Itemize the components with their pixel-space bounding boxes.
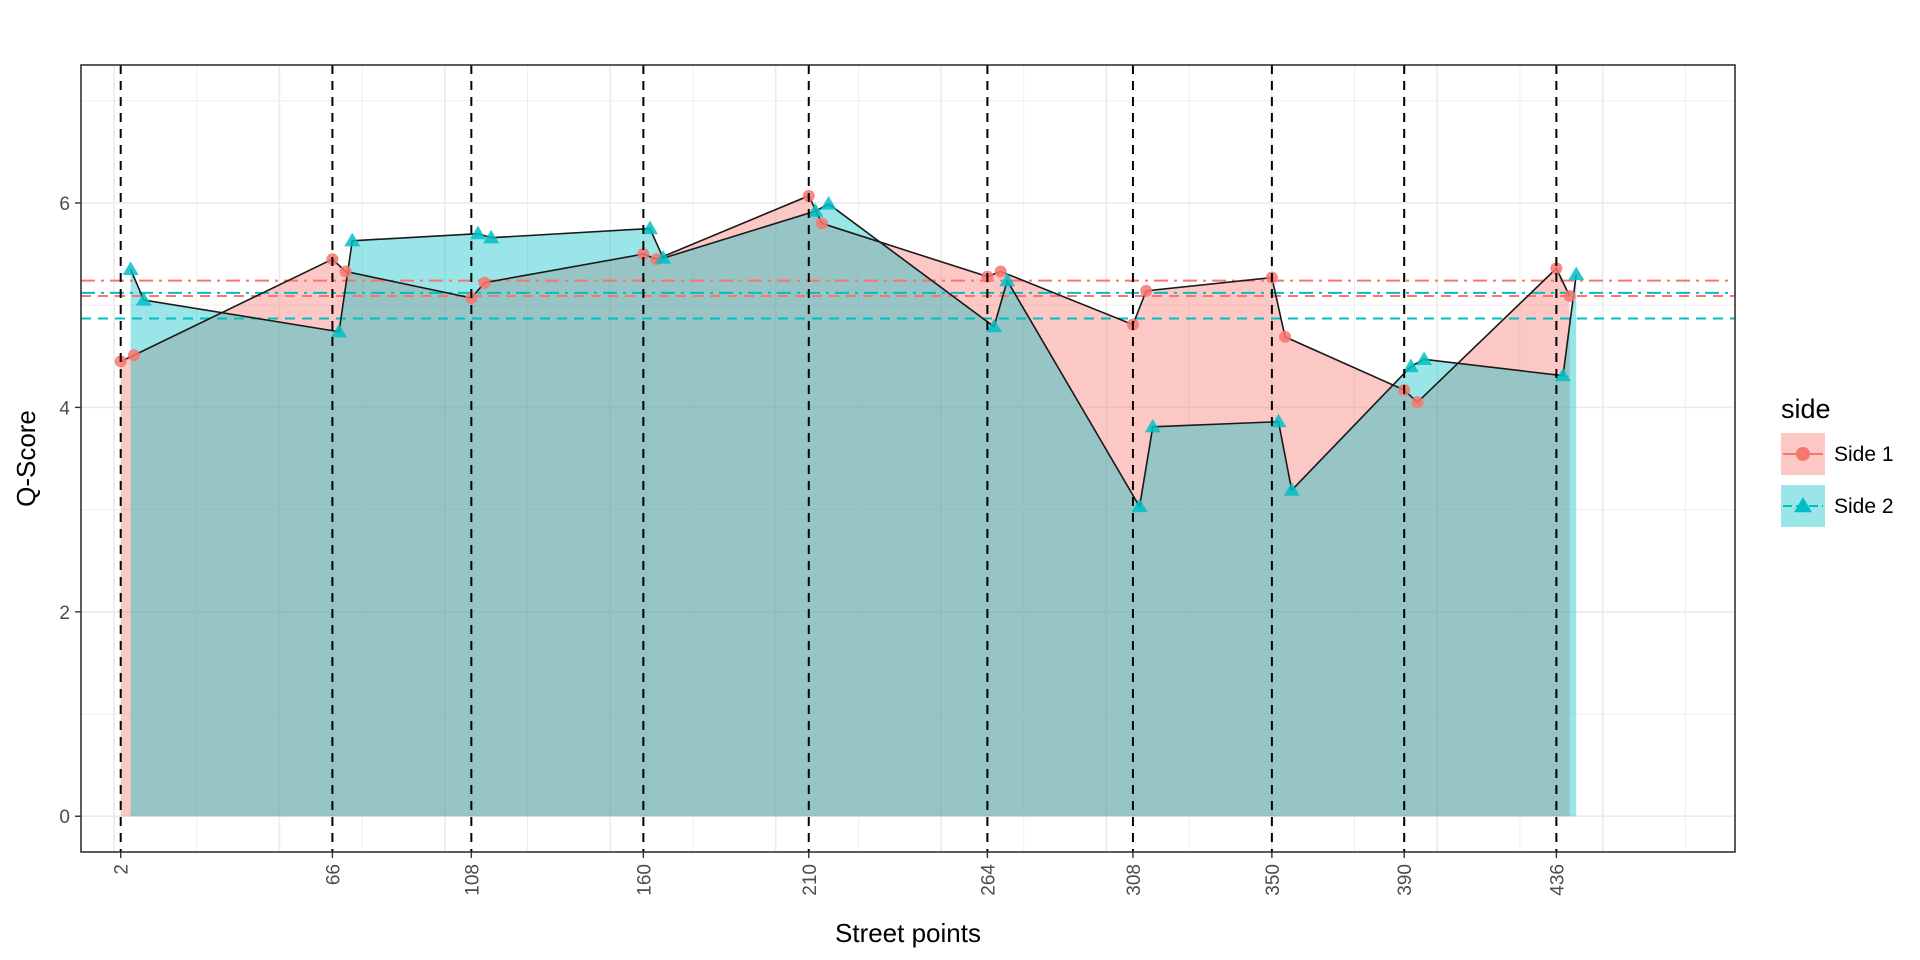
point-series-1 xyxy=(478,276,491,289)
vertical-lines xyxy=(119,65,1558,852)
point-series-1 xyxy=(1550,262,1563,275)
axes: 0 2 4 6 2 66 108 160 210 264 308 350 390 436 xyxy=(59,194,1568,896)
point-series-2 xyxy=(1554,367,1571,382)
y-tick-label-6: 6 xyxy=(59,194,70,215)
point-series-2 xyxy=(135,292,152,306)
point-series-2 xyxy=(331,323,348,338)
legend: side Side 1 Side 2 xyxy=(1781,394,1894,527)
x-tick-label-2: 2 xyxy=(112,864,133,875)
x-tick-label-210: 210 xyxy=(800,864,821,896)
x-tick-label-66: 66 xyxy=(323,864,344,885)
point-series-1 xyxy=(815,217,828,230)
legend-label-1: Side 1 xyxy=(1834,443,1894,466)
y-axis-title: Q-Score xyxy=(11,410,41,507)
point-series-2 xyxy=(1283,482,1300,496)
y-tick-label-4: 4 xyxy=(59,398,70,419)
area-layer xyxy=(120,195,1577,817)
reference-lines xyxy=(81,279,1735,320)
area-series-2 xyxy=(130,204,1577,817)
point-series-2 xyxy=(655,250,672,264)
point-series-1 xyxy=(1411,396,1424,409)
point-series-2 xyxy=(1402,358,1419,373)
x-tick-label-350: 350 xyxy=(1263,864,1284,896)
legend-label-2: Side 2 xyxy=(1834,495,1894,518)
point-series-1 xyxy=(1279,330,1292,343)
line-series-1 xyxy=(120,194,1571,404)
panel-border xyxy=(80,64,1736,853)
legend-title: side xyxy=(1781,394,1831,424)
point-series-2 xyxy=(999,272,1016,287)
point-series-1 xyxy=(465,292,478,305)
point-series-1 xyxy=(339,265,352,278)
point-series-1 xyxy=(1140,284,1153,297)
area-series-1 xyxy=(120,195,1570,817)
y-tick-label-2: 2 xyxy=(59,603,70,624)
point-series-2 xyxy=(641,220,658,235)
point-series-1 xyxy=(637,248,650,261)
point-series-2 xyxy=(1568,266,1585,281)
line-series-2 xyxy=(129,203,1578,509)
point-series-2 xyxy=(122,261,139,276)
series-lines xyxy=(120,194,1578,509)
point-series-2 xyxy=(1131,498,1148,513)
point-series-2 xyxy=(344,232,361,247)
legend-key-marker-2 xyxy=(1794,497,1812,513)
x-tick-label-308: 308 xyxy=(1124,864,1145,896)
point-series-2 xyxy=(820,196,837,210)
x-tick-label-108: 108 xyxy=(462,864,483,896)
x-tick-label-390: 390 xyxy=(1395,864,1416,896)
x-tick-label-264: 264 xyxy=(978,864,999,896)
point-series-2 xyxy=(1416,351,1433,365)
x-tick-label-160: 160 xyxy=(634,864,655,896)
x-tick-label-436: 436 xyxy=(1547,864,1568,896)
point-series-2 xyxy=(1144,418,1161,433)
point-series-2 xyxy=(1270,413,1287,428)
point-series-1 xyxy=(994,265,1007,278)
grid-layer xyxy=(81,65,1735,852)
point-series-2 xyxy=(807,203,824,217)
x-axis-title: Street points xyxy=(835,918,981,948)
series-points xyxy=(114,189,1585,513)
point-series-1 xyxy=(1563,289,1576,302)
point-series-2 xyxy=(469,225,486,240)
y-tick-label-0: 0 xyxy=(59,807,70,828)
point-series-2 xyxy=(986,318,1003,333)
point-series-1 xyxy=(127,349,140,362)
point-series-2 xyxy=(483,229,500,244)
legend-key-marker-1 xyxy=(1796,447,1810,461)
